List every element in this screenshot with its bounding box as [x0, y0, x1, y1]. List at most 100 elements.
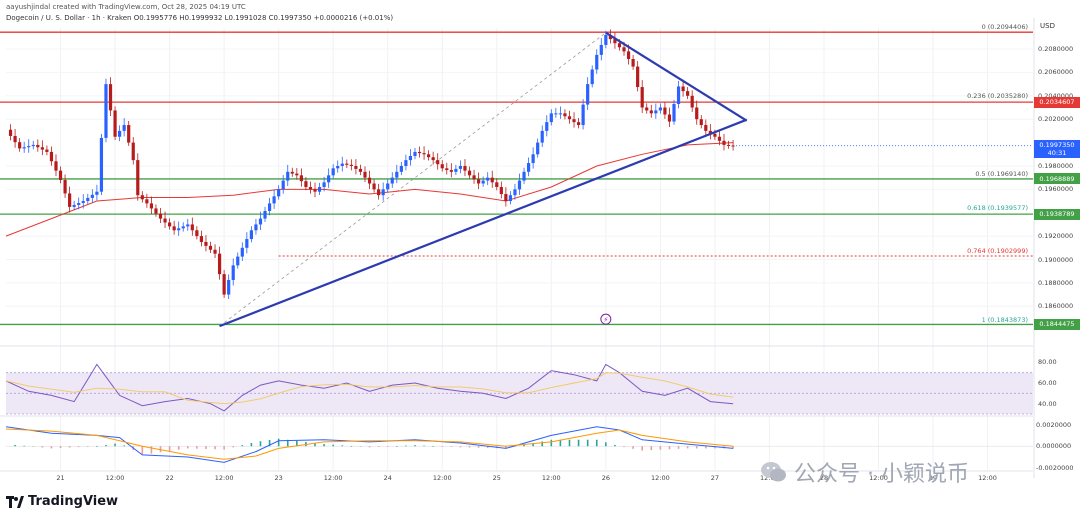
macd-histogram-bar: [405, 445, 407, 447]
candle-bearish: [472, 175, 476, 180]
macd-histogram-bar: [323, 444, 325, 447]
candle-bearish: [154, 208, 158, 214]
candle-bearish: [372, 183, 376, 190]
macd-histogram-bar: [450, 446, 453, 447]
candle-bearish: [622, 47, 626, 52]
candle-bullish: [586, 84, 590, 105]
macd-histogram-bar: [359, 446, 362, 447]
candle-bearish: [563, 113, 567, 117]
macd-histogram-bar: [423, 445, 425, 447]
candle-bearish: [199, 236, 204, 242]
fib-level-label: 0.236 (0.2035280): [967, 92, 1028, 101]
price-tick-label: 0.2020000: [1038, 115, 1074, 124]
candle-bullish: [331, 168, 335, 176]
candle-bullish: [395, 171, 399, 178]
time-tick-label: 23: [274, 474, 283, 482]
fib-level-label: 0 (0.2094406): [981, 23, 1028, 32]
macd-histogram-bar: [250, 443, 253, 447]
candle-bearish: [690, 95, 694, 108]
candle-bearish: [363, 171, 367, 178]
macd-histogram-bar: [523, 444, 525, 447]
time-tick-label: 12:00: [760, 474, 779, 482]
macd-histogram-bar: [432, 446, 434, 447]
macd-histogram-bar: [568, 439, 571, 447]
candle-bearish: [645, 107, 649, 111]
candle-bearish: [463, 165, 467, 171]
candle-bullish: [254, 224, 258, 231]
candle-bearish: [308, 187, 313, 190]
candle-bullish: [590, 69, 594, 85]
tradingview-logo-icon: [6, 495, 24, 508]
candle-bearish: [686, 91, 690, 96]
event-marker-icon: [600, 313, 612, 325]
candle-bearish: [499, 187, 503, 195]
macd-histogram-bar: [377, 446, 380, 447]
time-tick-label: 28: [819, 474, 829, 482]
rsi-ma-line: [5, 372, 734, 405]
candle-bearish: [631, 58, 635, 67]
candle-bearish: [49, 151, 54, 162]
macd-histogram-bar: [623, 446, 625, 448]
macd-histogram-bar: [177, 446, 180, 450]
candle-bullish: [390, 177, 394, 184]
macd-histogram-bar: [586, 439, 589, 447]
macd-histogram-bar: [686, 446, 689, 449]
macd-histogram-bar: [486, 446, 489, 448]
candle-bullish: [486, 177, 490, 181]
candle-bullish: [404, 160, 408, 166]
macd-histogram-bar: [314, 443, 316, 447]
macd-histogram-bar: [50, 446, 53, 449]
lightning-icon: ⚡: [603, 316, 608, 324]
candle-bearish: [436, 160, 440, 165]
candle-bearish: [149, 203, 154, 209]
candle-bearish: [667, 114, 672, 122]
macd-histogram-bar: [41, 446, 44, 448]
price-marker-value: 0.1938789: [1039, 210, 1075, 219]
time-tick-label: 24: [383, 474, 392, 482]
candle-bearish: [427, 154, 431, 158]
time-tick-label: 12:00: [650, 474, 670, 482]
candle-bullish: [95, 191, 99, 195]
candle-bearish: [440, 164, 444, 169]
candle-bullish: [654, 110, 658, 114]
candle-bearish: [295, 173, 299, 176]
macd-histogram-bar: [468, 446, 471, 448]
candle-bullish: [458, 165, 463, 169]
price-marker-value: 0.1844475: [1039, 320, 1075, 329]
macd-histogram-bar: [332, 444, 334, 447]
candle-bearish: [45, 149, 49, 152]
macd-histogram-bar: [241, 445, 244, 447]
candle-bullish: [263, 210, 267, 219]
candle-bullish: [536, 142, 540, 155]
candle-bullish: [327, 175, 331, 183]
candle-bearish: [649, 110, 653, 114]
created-by-text: aayushjindal created with TradingView.co…: [6, 3, 246, 11]
bar-countdown: 40:31: [1047, 149, 1067, 158]
tradingview-logo[interactable]: TradingView: [6, 494, 118, 509]
candle-bullish: [481, 180, 485, 184]
time-tick-label: 12:00: [105, 474, 125, 482]
candle-bullish: [517, 180, 522, 190]
candle-bullish: [658, 107, 662, 111]
candle-bearish: [204, 241, 208, 246]
candle-bearish: [190, 224, 194, 231]
candle-bullish: [236, 256, 240, 266]
price-tick-label: 0.2080000: [1038, 45, 1074, 54]
candle-bearish: [58, 170, 63, 180]
price-marker-value: 0.1968889: [1039, 174, 1075, 183]
macd-histogram-bar: [68, 446, 71, 448]
price-marker-box: 0.1968889: [1034, 173, 1080, 185]
candle-bearish: [467, 170, 472, 176]
price-marker-value: 0.1997350: [1039, 141, 1075, 150]
candle-bullish: [408, 156, 413, 161]
candle-bearish: [313, 189, 317, 192]
candle-bullish: [672, 104, 676, 122]
price-tick-label: 0.1920000: [1038, 232, 1074, 241]
candle-bullish: [118, 130, 122, 137]
macd-histogram-bar: [259, 441, 262, 447]
macd-histogram-bar: [23, 445, 25, 447]
tradingview-logo-text: TradingView: [28, 494, 119, 509]
candle-bullish: [181, 226, 185, 229]
macd-histogram-bar: [286, 439, 289, 447]
